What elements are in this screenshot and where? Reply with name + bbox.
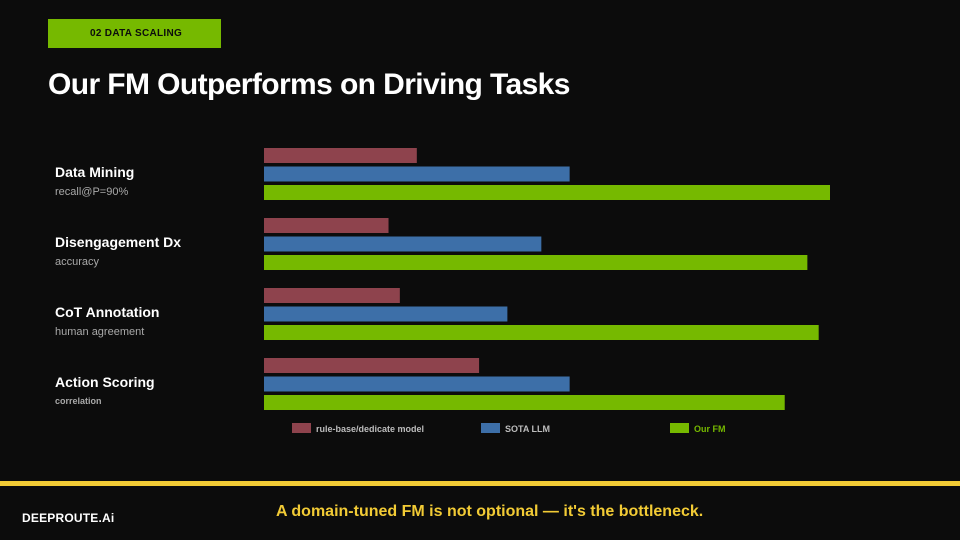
page-title: Our FM Outperforms on Driving Tasks [48, 68, 570, 101]
legend-label-sota-llm: SOTA LLM [505, 424, 550, 434]
category-metric-action-scoring: correlation [55, 396, 102, 406]
footer-tagline: A domain-tuned FM is not optional — it's… [276, 503, 704, 520]
category-metric-data-mining: recall@P=90% [55, 186, 128, 198]
bar-rule-base-dedicate-model-data-mining [264, 148, 417, 163]
legend-swatch-our-fm [670, 423, 689, 433]
bar-our-fm-cot-annotation [264, 325, 819, 340]
legend-swatch-rule-base-dedicate-model [292, 423, 311, 433]
category-metric-disengagement-dx: accuracy [55, 256, 100, 268]
brand-logo: DEEPROUTE.Ai [22, 511, 115, 525]
bar-rule-base-dedicate-model-disengagement-dx [264, 218, 389, 233]
legend-swatch-sota-llm [481, 423, 500, 433]
bar-sota-llm-data-mining [264, 166, 570, 182]
category-metric-cot-annotation: human agreement [55, 326, 144, 338]
category-label-cot-annotation: CoT Annotation [55, 304, 159, 320]
category-labels: Data Mining recall@P=90% Disengagement Dx a… [55, 164, 181, 406]
legend-label-rule-base-dedicate-model: rule-base/dedicate model [316, 424, 424, 434]
bar-rule-base-dedicate-model-action-scoring [264, 358, 480, 373]
chart-bars [264, 148, 830, 410]
category-label-action-scoring: Action Scoring [55, 374, 155, 390]
bar-sota-llm-disengagement-dx [264, 236, 542, 252]
bar-our-fm-disengagement-dx [264, 255, 808, 270]
footer-divider [0, 481, 960, 486]
section-tag: 02 DATA SCALING [48, 19, 221, 48]
bar-chart: Data Mining recall@P=90% Disengagement Dx a… [55, 148, 830, 434]
bar-sota-llm-cot-annotation [264, 306, 508, 322]
chart-legend: rule-base/dedicate model SOTA LLM Our FM [292, 423, 726, 434]
bar-our-fm-data-mining [264, 185, 830, 200]
bar-sota-llm-action-scoring [264, 376, 570, 392]
category-label-data-mining: Data Mining [55, 164, 134, 180]
bar-our-fm-action-scoring [264, 395, 785, 410]
bar-rule-base-dedicate-model-cot-annotation [264, 288, 400, 303]
legend-label-our-fm: Our FM [694, 424, 726, 434]
category-label-disengagement-dx: Disengagement Dx [55, 234, 181, 250]
